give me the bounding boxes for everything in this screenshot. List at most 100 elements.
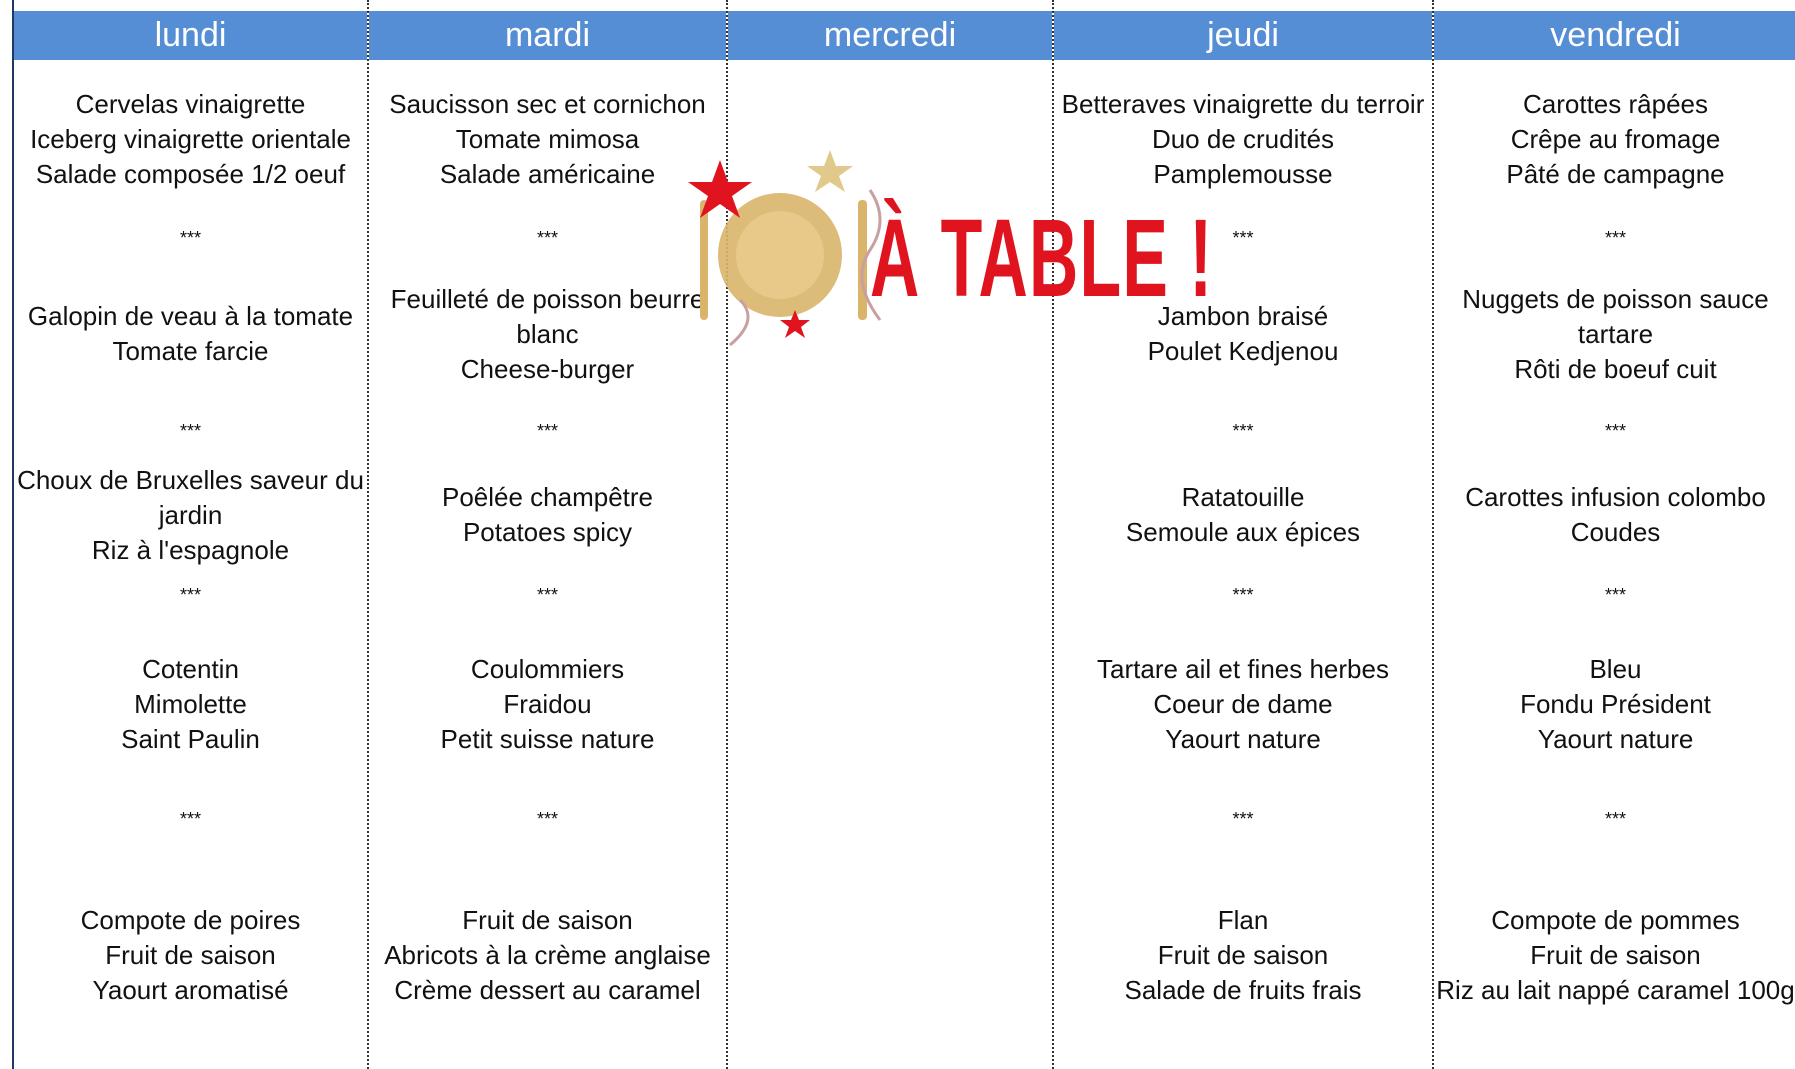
dish: Fraidou [503,689,592,719]
dish: Betteraves vinaigrette du terroir [1061,88,1425,119]
dish: Fruit de saison [462,905,633,935]
dish: Bleu [1589,654,1642,684]
separator: *** [1232,420,1254,441]
dish: Fondu Président [1520,689,1711,719]
dish: Galopin de veau à la tomate [27,301,354,331]
course-cell: Jambon braisé Poulet Kedjenou [1054,258,1432,410]
dish: Salade américaine [439,158,656,189]
separator: *** [1604,585,1626,605]
menu-board: lundi Cervelas vinaigrette Iceberg vinaigr… [12,0,1795,1069]
dish: Cervelas vinaigrette [75,88,306,119]
course-cell: Feuilleté de poisson beurre blanc Cheese-… [369,258,726,410]
course-cell: Compote de pommes Fruit de saison Riz au l… [1434,842,1795,1069]
dish: Pâté de campagne [1506,158,1725,189]
dish: Tomate farcie [112,336,269,366]
dish: Flan [1217,905,1269,935]
course-cell [728,842,1052,1069]
dish: Cotentin [142,654,239,684]
dish: Choux de Bruxelles saveur du jardin [17,464,364,530]
course-cell: Ratatouille Semoule aux épices [1054,452,1432,578]
separator: *** [179,585,201,605]
logo-text: À TABLE ! [870,197,1214,320]
dish: Riz à l'espagnole [91,534,290,565]
course-cell: Nuggets de poisson sauce tartare Rôti de … [1434,258,1795,410]
course-cell [728,613,1052,796]
separator: *** [1604,420,1626,441]
day-column: mercredi [728,0,1054,1069]
separator: *** [179,227,201,248]
separator [728,796,1052,842]
dish: Yaourt aromatisé [92,975,289,1005]
day-header: vendredi [1434,11,1795,60]
course-cell: Coulommiers Fraidou Petit suisse nature [369,613,726,796]
separator: *** [179,420,201,441]
dish: Poulet Kedjenou [1147,336,1339,366]
dish: Fruit de saison [1157,940,1329,970]
course-cell [728,452,1052,578]
spacer [369,0,726,11]
spacer [1054,0,1432,11]
course-cell: Cervelas vinaigrette Iceberg vinaigrette … [14,60,367,218]
dish: Cheese-burger [460,353,635,384]
course-cell: Carottes infusion colombo Coudes [1434,452,1795,578]
course-cell: Bleu Fondu Président Yaourt nature [1434,613,1795,796]
dish: Salade de fruits frais [1124,975,1362,1005]
dish: Duo de crudités [1151,123,1335,154]
course-cell: Poêlée champêtre Potatoes spicy [369,452,726,578]
dish: Pamplemousse [1153,158,1333,189]
separator: *** [536,420,558,441]
separator: *** [1232,808,1254,829]
course-cell: Fruit de saison Abricots à la crème angla… [369,842,726,1069]
spacer [1434,0,1795,11]
dish: Yaourt nature [1537,724,1694,754]
separator: *** [179,808,201,829]
separator: *** [536,808,558,829]
separator [728,410,1052,452]
dish: Semoule aux épices [1125,517,1361,547]
course-cell: Saucisson sec et cornichon Tomate mimosa S… [369,60,726,218]
dish: Carottes râpées [1523,88,1708,119]
day-column: jeudi Betteraves vinaigrette du terroir Du… [1054,0,1434,1069]
dish: Salade composée 1/2 oeuf [35,158,346,189]
dish: Tomate mimosa [455,123,640,154]
separator: *** [1604,808,1626,829]
dish: Fruit de saison [1530,940,1701,970]
separator: *** [536,227,558,248]
separator: *** [1232,585,1254,605]
dish: Feuilleté de poisson beurre blanc [390,283,705,349]
separator [728,578,1052,613]
dish: Compote de poires [80,905,301,935]
dish: Potatoes spicy [462,517,633,547]
course-cell: Choux de Bruxelles saveur du jardin Riz à… [14,452,367,578]
dish: Saucisson sec et cornichon [389,88,706,119]
course-cell: Cotentin Mimolette Saint Paulin [14,613,367,796]
day-header: jeudi [1054,11,1432,60]
dish: Petit suisse nature [440,724,655,754]
dish: Yaourt nature [1165,724,1321,754]
day-header: lundi [14,11,367,60]
dish: Carottes infusion colombo [1465,482,1766,512]
dish: Compote de pommes [1491,905,1740,935]
course-cell: Galopin de veau à la tomate Tomate farcie [14,258,367,410]
separator: *** [1604,227,1626,248]
dish: Iceberg vinaigrette orientale [30,123,351,154]
dish: Fruit de saison [105,940,276,970]
dish: Rôti de boeuf cuit [1514,353,1717,384]
day-column: vendredi Carottes râpées Crêpe au fromage P… [1434,0,1795,1069]
separator: *** [536,585,558,605]
dish: Ratatouille [1181,482,1305,512]
dish: Abricots à la crème anglaise [384,940,711,970]
dish: Poêlée champêtre [441,482,654,512]
day-column: lundi Cervelas vinaigrette Iceberg vinaigr… [14,0,369,1069]
course-cell: Carottes râpées Crêpe au fromage Pâté de c… [1434,60,1795,218]
day-header: mardi [369,11,726,60]
dish: Riz au lait nappé caramel 100g [1436,975,1795,1005]
dish: Saint Paulin [121,724,260,754]
spacer [728,0,1052,11]
dish: Nuggets de poisson sauce tartare [1462,283,1769,349]
day-column: mardi Saucisson sec et cornichon Tomate mi… [369,0,728,1069]
course-cell: Flan Fruit de saison Salade de fruits frai… [1054,842,1432,1069]
dish: Coudes [1570,517,1661,547]
dish: Jambon braisé [1157,301,1329,331]
dish: Tartare ail et fines herbes [1097,654,1389,684]
